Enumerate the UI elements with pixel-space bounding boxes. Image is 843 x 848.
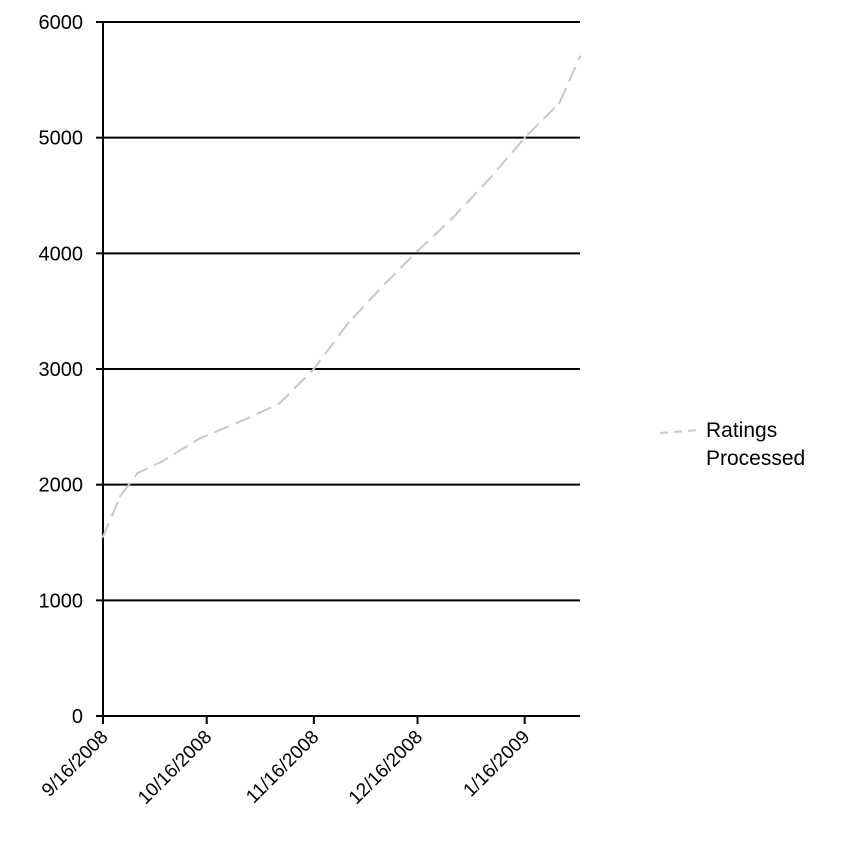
data-point: [416, 249, 419, 253]
data-point: [198, 437, 201, 440]
data-point: [240, 419, 243, 423]
y-tick-label: 5000: [39, 128, 84, 150]
gridlines: [103, 21, 580, 602]
y-tick-label: 4000: [39, 243, 84, 265]
data-point: [278, 402, 281, 405]
x-tick-label: 1/16/2009: [460, 727, 535, 802]
x-tick-label: 12/16/2008: [345, 727, 427, 809]
legend-label-line2: Processed: [706, 447, 805, 470]
data-point: [558, 101, 561, 105]
data-point: [160, 460, 163, 463]
data-point: [450, 217, 454, 220]
x-tick-label: 10/16/2008: [134, 727, 216, 809]
legend-label-line1: Ratings: [706, 419, 777, 442]
x-axis-ticks: 9/16/2008 10/16/2008 11/16/2008 12/16/2008 1…: [38, 716, 534, 809]
series-line-ratings-processed: [102, 55, 581, 538]
x-tick-label: 11/16/2008: [242, 727, 323, 808]
y-tick-label: 2000: [39, 475, 84, 497]
x-tick-label: 9/16/2008: [38, 727, 113, 802]
data-point: [312, 367, 316, 371]
series-layer: [101, 55, 582, 538]
data-point: [385, 281, 388, 284]
legend-swatch: [659, 429, 701, 434]
data-point: [488, 176, 492, 180]
legend: Ratings Processed: [659, 419, 805, 470]
data-point: [101, 535, 105, 538]
data-point: [119, 495, 122, 498]
y-axis-ticks: 0 1000 2000 3000 4000 5000 6000: [39, 12, 103, 728]
data-point: [136, 471, 139, 475]
data-point: [523, 136, 526, 139]
y-tick-label: 3000: [39, 359, 84, 381]
y-tick-label: 1000: [39, 590, 84, 612]
y-tick-label: 6000: [39, 12, 84, 34]
y-tick-label: 0: [72, 706, 83, 728]
data-point: [347, 321, 350, 324]
data-point: [578, 55, 582, 58]
